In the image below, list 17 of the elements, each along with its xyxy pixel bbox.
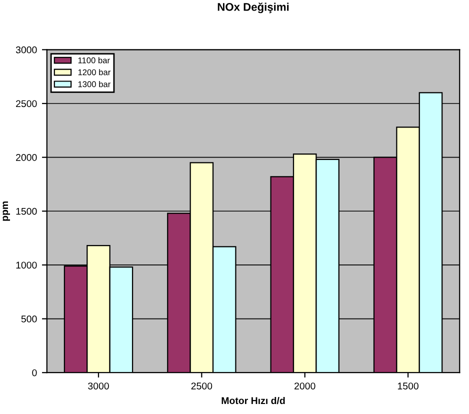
y-tick-label: 3000 (16, 46, 37, 54)
legend-label: 1100 bar (78, 57, 110, 64)
y-axis-title: ppm (2, 201, 10, 221)
chart-title: NOx Değişimi (218, 2, 289, 14)
y-tick-label: 1000 (16, 262, 37, 269)
x-axis-title: Motor Hızı d/d (222, 396, 285, 404)
y-tick-label: 1500 (16, 208, 37, 215)
y-tick-label: 500 (21, 316, 37, 322)
x-tick-label: 2000 (294, 382, 316, 390)
y-tick-label: 2500 (16, 100, 37, 108)
x-tick-label: 3000 (88, 382, 109, 390)
legend-label: 1300 bar (78, 81, 110, 88)
y-tick-label: 0 (32, 369, 37, 376)
x-tick-label: 2500 (191, 382, 212, 390)
x-tick-label: 1500 (398, 382, 418, 390)
legend-label: 1200 bar (78, 69, 110, 76)
y-tick-label: 2000 (16, 154, 37, 161)
